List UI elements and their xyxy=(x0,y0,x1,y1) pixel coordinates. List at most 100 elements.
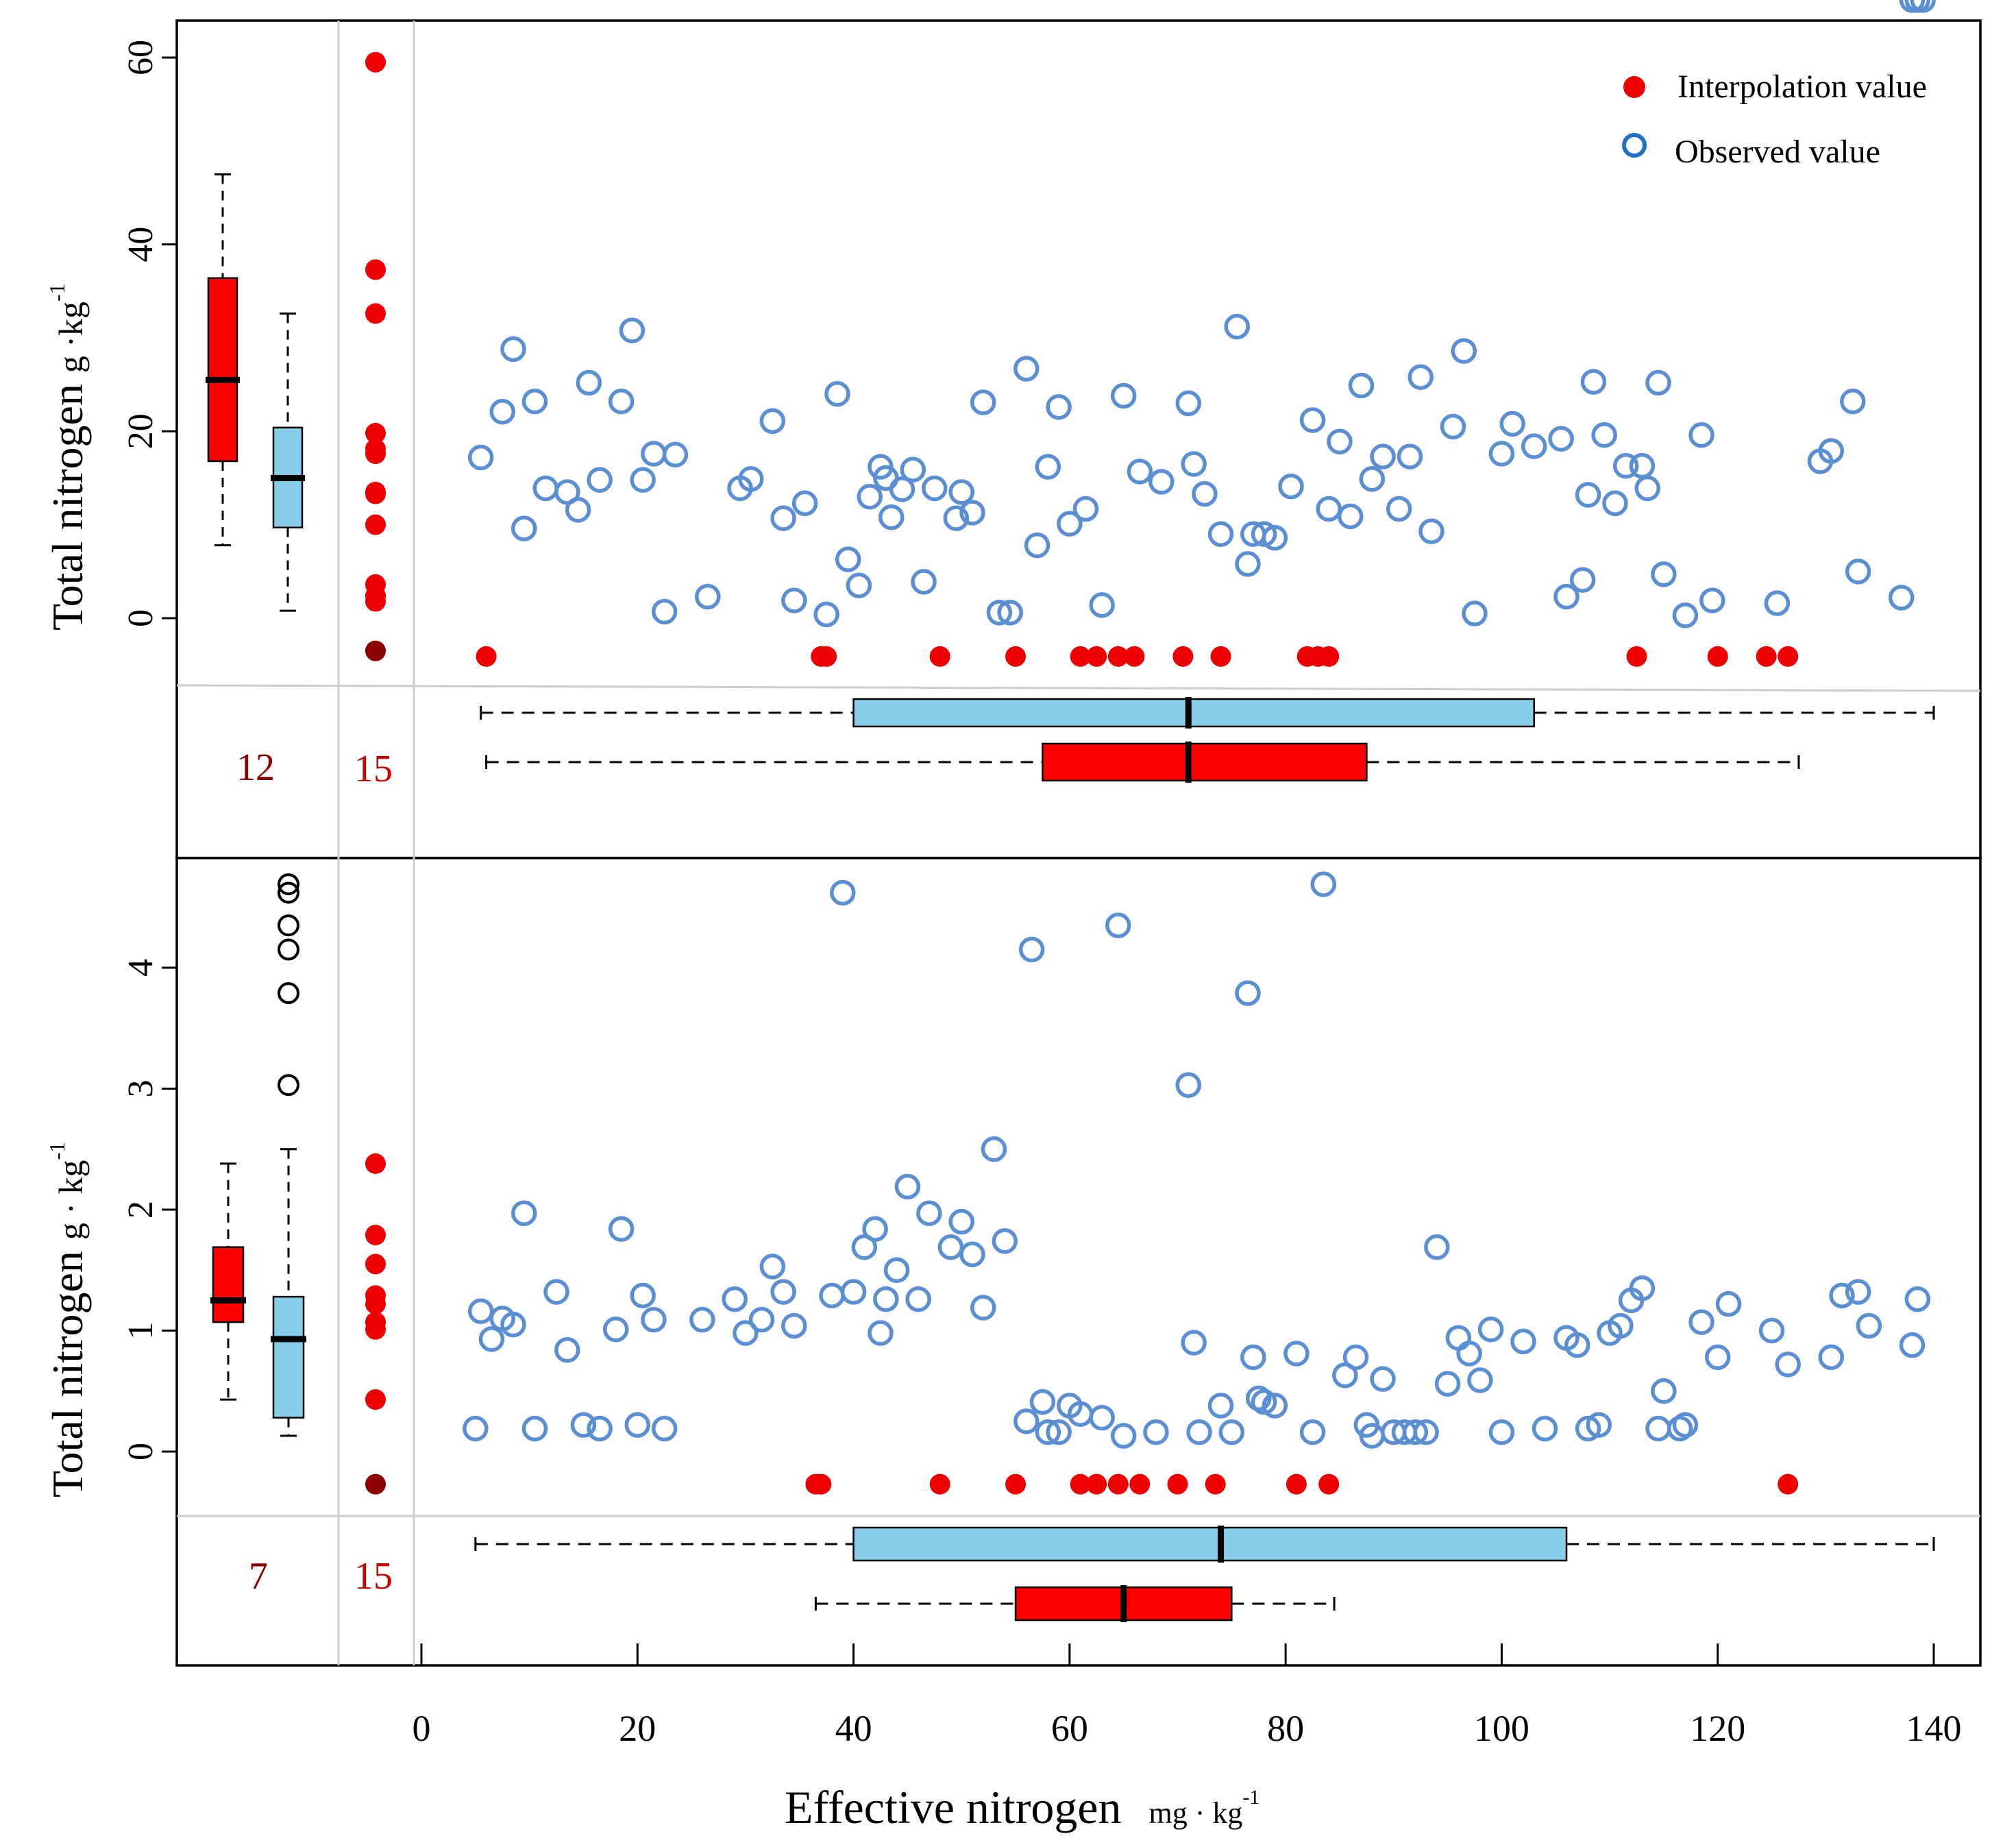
top-observed-point xyxy=(1262,525,1288,551)
top-observed-point xyxy=(1634,475,1660,502)
bottom-observed-point xyxy=(1704,1344,1731,1371)
bottom-observed-point xyxy=(651,1415,678,1442)
bottom-observed-point xyxy=(608,1216,635,1242)
top-interp-x-point xyxy=(476,646,497,667)
top-interp-x-point xyxy=(1707,646,1728,667)
top-observed-point xyxy=(1548,426,1574,452)
top-observed-point xyxy=(1397,443,1423,469)
bottom-interp-x-point xyxy=(1205,1473,1226,1495)
bottom-observed-point xyxy=(883,1257,910,1283)
top-observed-point xyxy=(1175,390,1202,417)
top-observed-point xyxy=(1348,372,1375,399)
bottom-observed-point xyxy=(1467,1367,1493,1393)
bottom-y-axis-unit-sup: -1 xyxy=(45,1142,69,1160)
top-observed-point xyxy=(824,381,850,407)
top-horizontal-divider xyxy=(176,684,1981,692)
bottom-y-tick-label: 3 xyxy=(121,1080,160,1098)
top-observed-point xyxy=(1688,422,1714,448)
top-observed-point xyxy=(1148,469,1175,495)
bottom-y-tick-label: 2 xyxy=(121,1201,160,1219)
bottom-observed-point xyxy=(959,1241,985,1268)
bottom-observed-point xyxy=(937,1234,964,1260)
bottom-observed-point xyxy=(1262,1393,1288,1419)
bottom-ybox-observed-outlier xyxy=(278,914,299,937)
bottom-ybox-observed-outlier xyxy=(278,873,299,896)
bottom-observed-point xyxy=(1651,1378,1677,1404)
bottom-observed-point xyxy=(1629,1275,1656,1301)
bottom-observed-point xyxy=(970,1295,996,1321)
x-tick-label: 140 xyxy=(1906,1708,1962,1749)
top-interp-x-point xyxy=(1172,646,1194,667)
bottom-observed-point xyxy=(1235,980,1261,1006)
bottom-observed-point xyxy=(1904,1286,1931,1312)
top-observed-point xyxy=(1299,407,1326,433)
top-observed-point xyxy=(791,490,818,517)
bottom-observed-point xyxy=(1218,1419,1245,1445)
bottom-observed-point xyxy=(748,1306,775,1333)
top-interp-y-point xyxy=(365,443,386,465)
x-tick-label: 100 xyxy=(1474,1708,1529,1749)
top-observed-point xyxy=(1110,382,1137,409)
top-observed-point xyxy=(1840,388,1866,415)
legend: Interpolation value Observed value xyxy=(1622,69,1927,170)
bottom-observed-point xyxy=(1342,1344,1369,1371)
top-observed-point xyxy=(878,504,905,530)
bottom-interp-y-point xyxy=(365,1253,386,1275)
bottom-y-tick-label: 0 xyxy=(121,1443,160,1460)
bottom-interp-x-point xyxy=(1005,1473,1027,1495)
top-observed-point xyxy=(1488,441,1515,467)
bottom-observed-point xyxy=(1477,1316,1504,1343)
bottom-observed-point xyxy=(1110,1423,1137,1449)
bottom-observed-point xyxy=(1510,1328,1536,1355)
bottom-observed-point xyxy=(862,1216,888,1242)
top-observed-point xyxy=(1013,356,1040,382)
x-tick-label: 0 xyxy=(413,1708,431,1749)
top-observed-point xyxy=(1359,466,1386,492)
bottom-interp-x-point xyxy=(1086,1473,1107,1495)
legend-observed-label: Observed value xyxy=(1675,134,1880,170)
bottom-interp-x-point xyxy=(929,1473,950,1495)
top-observed-point xyxy=(1888,585,1915,611)
bottom-observed-point xyxy=(1456,1341,1482,1367)
top-observed-point xyxy=(738,466,764,492)
bottom-observed-point xyxy=(722,1286,748,1312)
top-observed-point xyxy=(959,500,985,526)
x-tick-label: 40 xyxy=(835,1708,872,1749)
bottom-observed-point xyxy=(1845,1279,1871,1305)
bottom-interp-x-point xyxy=(1107,1473,1129,1495)
bottom-interp-x-point xyxy=(1318,1473,1340,1495)
top-interp-x-point xyxy=(1124,646,1145,667)
top-y-tick-label: 20 xyxy=(121,413,160,449)
bottom-observed-point xyxy=(948,1208,974,1235)
bottom-ybox-interp-box xyxy=(212,1246,245,1323)
bottom-observed-point xyxy=(1856,1312,1882,1339)
bottom-observed-point xyxy=(1240,1344,1266,1371)
bottom-y-axis: 0 1 2 3 4 xyxy=(121,959,178,1460)
top-observed-point xyxy=(1024,532,1050,559)
top-observed-point xyxy=(1451,338,1477,364)
top-observed-point xyxy=(1207,521,1234,548)
bottom-observed-point xyxy=(905,1286,931,1312)
top-observed-point xyxy=(846,572,872,599)
top-observed-point xyxy=(835,546,861,572)
bottom-observed-point xyxy=(759,1253,786,1280)
top-observed-point xyxy=(1580,369,1607,395)
top-observed-point xyxy=(1499,411,1525,437)
bottom-observed-point xyxy=(641,1306,667,1333)
bottom-observed-point xyxy=(1910,0,1936,13)
bottom-observed-point xyxy=(1413,1419,1439,1445)
bottom-observed-point xyxy=(500,1311,526,1338)
bottom-observed-point xyxy=(1029,1389,1056,1415)
bottom-interp-y-point xyxy=(365,1473,386,1495)
top-observed-point xyxy=(1672,602,1699,628)
bottom-observed-point xyxy=(1564,1332,1590,1358)
top-observed-point xyxy=(889,476,915,502)
bottom-observed-point xyxy=(1105,912,1131,938)
top-observed-point xyxy=(489,398,515,425)
top-count-missing-y: 15 xyxy=(354,748,393,790)
bottom-observed-point xyxy=(1175,1072,1202,1098)
bottom-observed-point xyxy=(1283,1341,1310,1367)
top-xbox-interp-box xyxy=(1042,742,1368,782)
top-observed-point xyxy=(948,479,974,505)
top-observed-point xyxy=(1440,413,1466,440)
